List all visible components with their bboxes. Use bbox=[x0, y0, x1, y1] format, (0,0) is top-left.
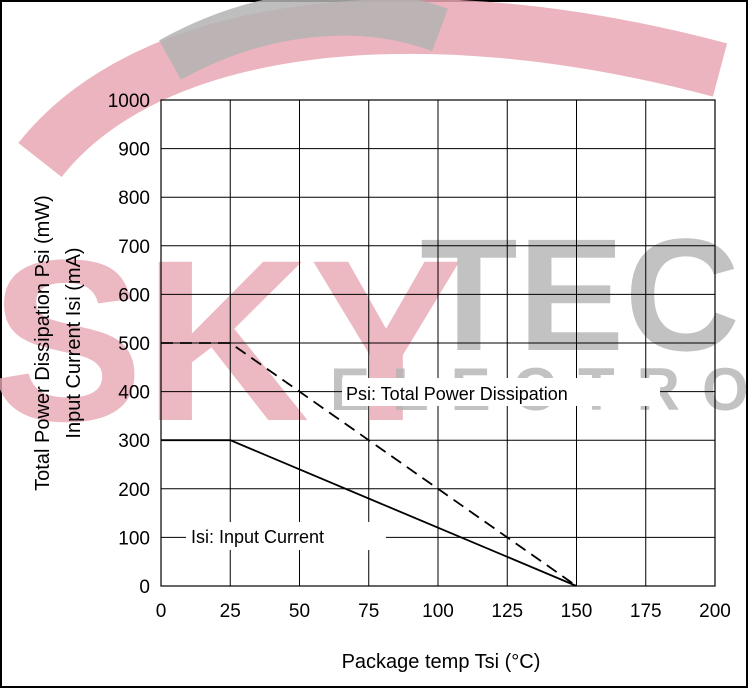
y-tick-label: 400 bbox=[118, 383, 150, 404]
grid-lines bbox=[160, 99, 716, 587]
isi-label-group: Isi: Input Current bbox=[186, 522, 386, 550]
y-tick-label: 800 bbox=[118, 188, 150, 209]
x-tick-label: 75 bbox=[358, 601, 379, 622]
y-tick-label: 500 bbox=[118, 334, 150, 355]
x-tick-label: 100 bbox=[422, 601, 454, 622]
tick-labels: 0 25 50 75 100 125 150 175 200 0 100 200 300 400 500 60… bbox=[108, 91, 731, 622]
y-tick-label: 100 bbox=[118, 528, 150, 549]
y-tick-label: 1000 bbox=[108, 91, 150, 112]
y-tick-label: 300 bbox=[118, 431, 150, 452]
y-axis-title-line2: Input Current Isi (mA) bbox=[63, 247, 85, 438]
y-tick-label: 0 bbox=[139, 577, 150, 598]
y-tick-label: 200 bbox=[118, 480, 150, 501]
psi-series-label: Psi: Total Power Dissipation bbox=[346, 384, 568, 404]
y-tick-label: 900 bbox=[118, 140, 150, 161]
x-tick-label: 125 bbox=[491, 601, 523, 622]
y-tick-label: 600 bbox=[118, 285, 150, 306]
x-tick-label: 150 bbox=[561, 601, 593, 622]
x-tick-label: 50 bbox=[289, 601, 310, 622]
x-axis-title: Package temp Tsi (°C) bbox=[342, 651, 541, 673]
isi-series-line bbox=[161, 439, 577, 587]
x-tick-label: 200 bbox=[699, 601, 731, 622]
psi-label-group: Psi: Total Power Dissipation bbox=[342, 378, 660, 406]
svg-text:SKY: SKY bbox=[0, 212, 463, 469]
isi-series-label: Isi: Input Current bbox=[191, 527, 324, 547]
x-tick-label: 25 bbox=[220, 601, 241, 622]
x-tick-label: 0 bbox=[156, 601, 167, 622]
y-tick-label: 700 bbox=[118, 237, 150, 258]
series-lines bbox=[161, 342, 578, 587]
y-axis-title-line1: Total Power Dissipation Psi (mW) bbox=[32, 195, 54, 491]
x-tick-label: 175 bbox=[630, 601, 662, 622]
watermark-logo: SKY TEC ELECTRO bbox=[0, 0, 748, 469]
psi-label-bg bbox=[342, 378, 660, 406]
psi-series-line bbox=[161, 342, 578, 587]
isi-label-bg bbox=[186, 522, 386, 550]
